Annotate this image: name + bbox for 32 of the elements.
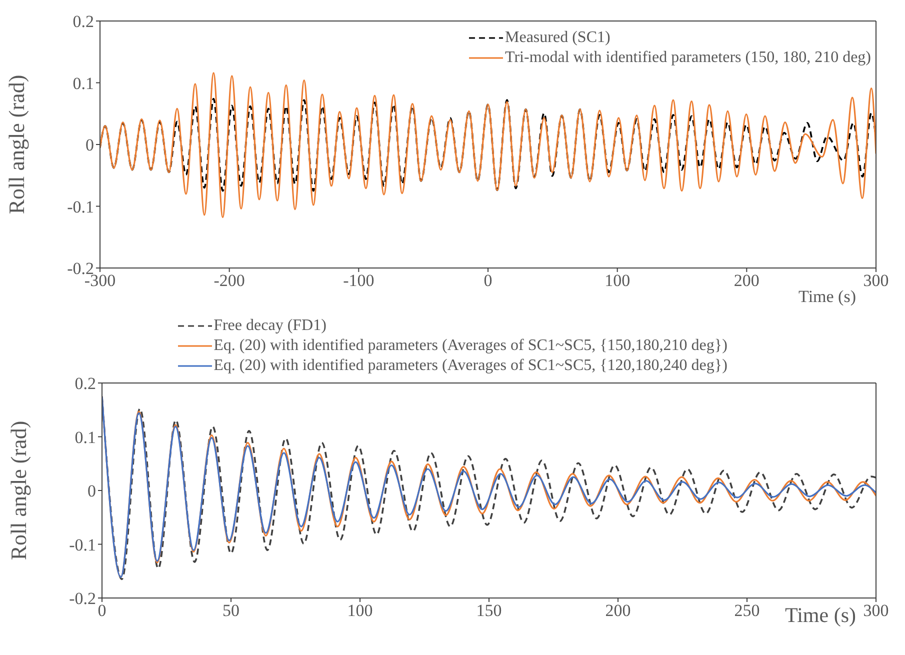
y-axis-title: Roll angle (rad) bbox=[4, 74, 29, 214]
x-tick-label: 50 bbox=[222, 601, 240, 620]
y-tick-label: 0.1 bbox=[72, 74, 94, 93]
x-axis-title: Time (s) bbox=[785, 603, 856, 627]
legend-label: Eq. (20) with identified parameters (Averages of SC1~SC5, {120,180,240 deg}) bbox=[214, 356, 728, 376]
x-tick-label: 200 bbox=[605, 601, 631, 620]
x-tick-label: 200 bbox=[734, 271, 760, 290]
y-axis-title: Roll angle (rad) bbox=[6, 420, 31, 560]
line-series bbox=[100, 72, 876, 218]
line-series bbox=[100, 98, 876, 192]
x-tick-label: 0 bbox=[484, 271, 492, 290]
y-tick-label: -0.1 bbox=[69, 535, 96, 554]
legend-label: Tri-modal with identified parameters (150, 180, 210 deg) bbox=[505, 48, 871, 68]
y-tick-label: 0.1 bbox=[74, 428, 96, 447]
legend-label: Eq. (20) with identified parameters (Averages of SC1~SC5, {150,180,210 deg}) bbox=[214, 336, 728, 356]
y-tick-label: 0 bbox=[88, 482, 96, 501]
x-axis-title: Time (s) bbox=[798, 287, 856, 306]
y-tick-label: -0.1 bbox=[67, 197, 94, 216]
y-tick-label: 0.2 bbox=[74, 374, 96, 394]
x-tick-label: 300 bbox=[863, 601, 889, 620]
legend-label: Free decay (FD1) bbox=[214, 316, 326, 336]
y-tick-label: -0.2 bbox=[69, 589, 96, 608]
legend-label: Measured (SC1) bbox=[505, 28, 610, 48]
y-tick-label: 0.2 bbox=[72, 12, 94, 32]
y-tick-label: 0 bbox=[86, 136, 94, 155]
x-tick-label: 100 bbox=[347, 601, 373, 620]
x-tick-label: 150 bbox=[476, 601, 502, 620]
x-tick-label: 250 bbox=[734, 601, 760, 620]
x-tick-label: -100 bbox=[343, 271, 374, 290]
x-tick-label: 100 bbox=[604, 271, 630, 290]
x-tick-label: 300 bbox=[863, 271, 889, 290]
x-tick-label: -200 bbox=[214, 271, 245, 290]
